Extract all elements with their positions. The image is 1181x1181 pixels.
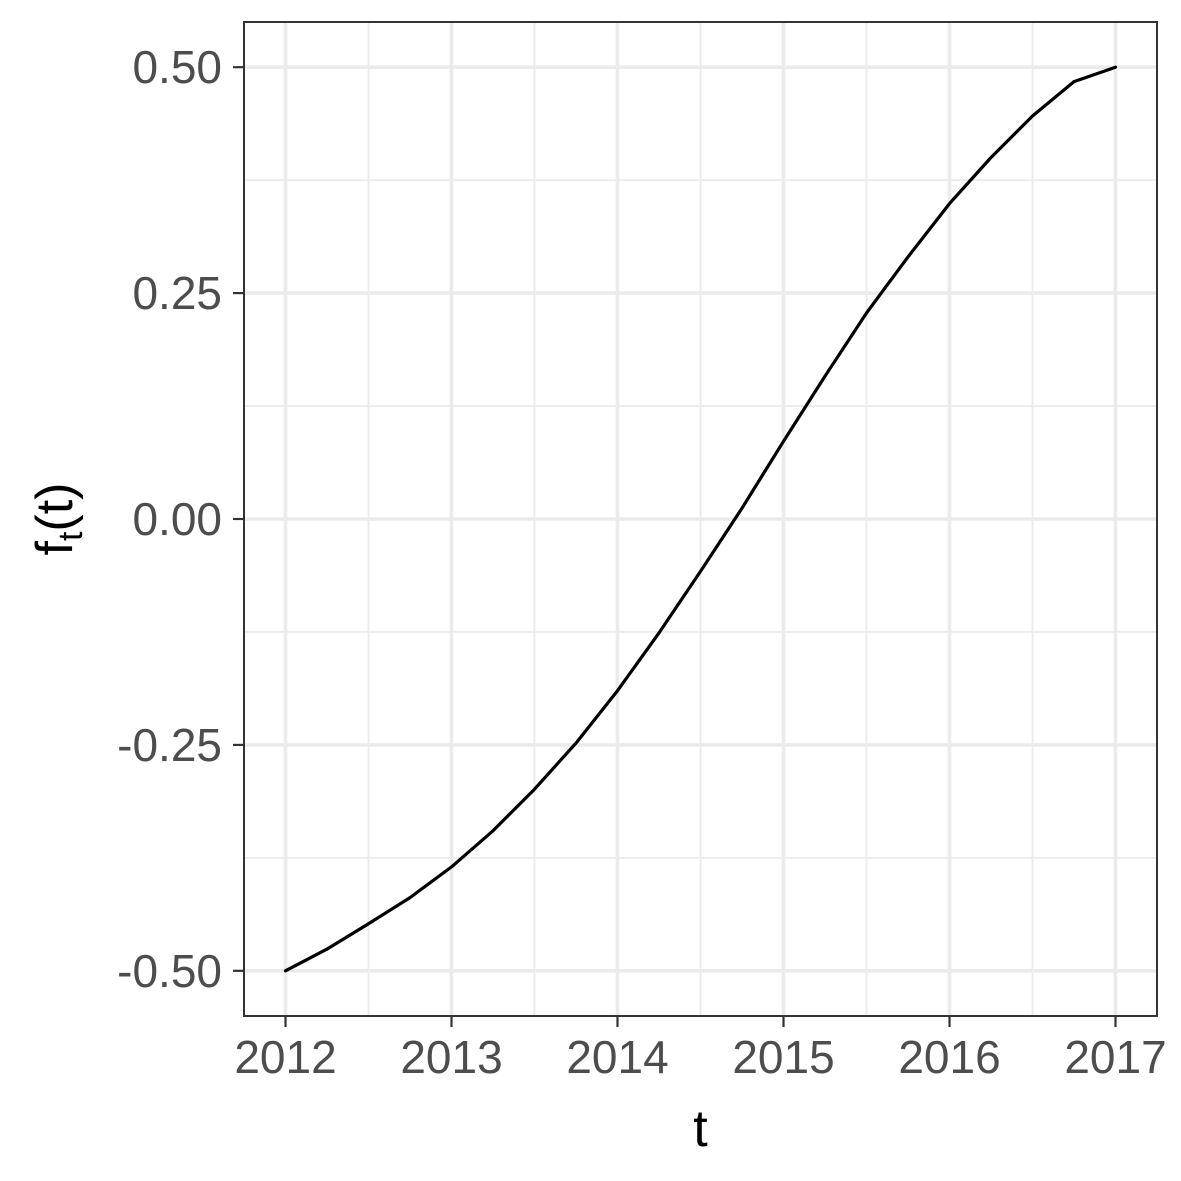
y-tick-label: 0.50 — [132, 41, 222, 93]
x-axis: 2012 2013 2014 2015 2016 2017 — [234, 1016, 1167, 1083]
y-axis: -0.50 -0.25 0.00 0.25 0.50 — [117, 41, 244, 997]
x-tick-label: 2013 — [400, 1031, 502, 1083]
x-tick-label: 2017 — [1064, 1031, 1166, 1083]
y-axis-title-subscript: t — [52, 531, 90, 541]
x-tick-label: 2015 — [732, 1031, 834, 1083]
major-gridlines — [244, 22, 1157, 1016]
x-tick-label: 2014 — [566, 1031, 668, 1083]
y-tick-label: 0.25 — [132, 267, 222, 319]
y-tick-label: -0.50 — [117, 945, 222, 997]
y-axis-title-suffix: (t) — [26, 483, 84, 532]
x-tick-label: 2016 — [898, 1031, 1000, 1083]
x-axis-title: t — [693, 1100, 708, 1158]
x-tick-label: 2012 — [234, 1031, 336, 1083]
y-axis-title-main: f — [26, 541, 84, 556]
y-tick-label: -0.25 — [117, 719, 222, 771]
y-axis-title: ft(t) — [26, 483, 90, 556]
series-line — [283, 65, 1118, 973]
series-layer — [283, 65, 1118, 973]
y-tick-label: 0.00 — [132, 493, 222, 545]
